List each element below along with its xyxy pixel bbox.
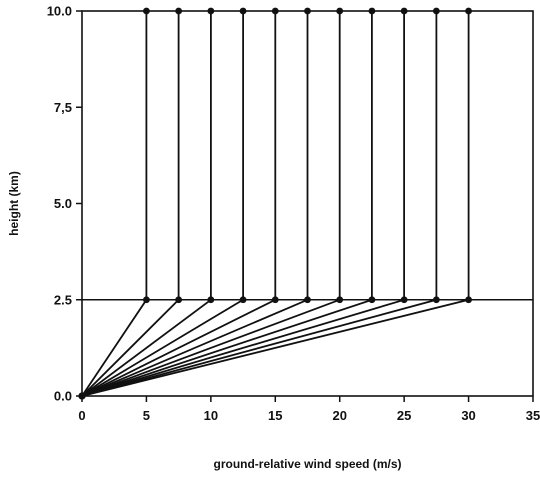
series-line-1 [81, 11, 148, 397]
data-point [239, 296, 247, 304]
series-line-2 [81, 11, 180, 397]
x-tick-label: 5 [143, 408, 150, 423]
data-point [304, 296, 311, 304]
data-point [143, 296, 150, 304]
y-axis-ticks: 0.0 2.5 5.0 7,5 10.0 [47, 4, 82, 404]
data-point [432, 296, 440, 304]
y-tick-label: 0.0 [54, 389, 72, 404]
data-point [400, 296, 408, 304]
y-tick-label: 7,5 [54, 100, 72, 115]
data-point [207, 296, 215, 304]
data-point [465, 296, 472, 304]
series-group [81, 11, 470, 397]
data-point [271, 296, 279, 304]
data-point [175, 296, 183, 304]
y-tick-label: 2.5 [54, 292, 72, 307]
x-tick-label: 35 [526, 408, 540, 423]
x-tick-label: 25 [397, 408, 411, 423]
series-line-10 [81, 11, 438, 397]
markers-group [78, 7, 472, 400]
x-tick-label: 10 [204, 408, 218, 423]
x-tick-label: 20 [332, 408, 346, 423]
x-axis-label: ground-relative wind speed (m/s) [213, 457, 401, 471]
data-point [336, 296, 344, 304]
y-tick-label: 5.0 [54, 196, 72, 211]
series-line-8 [81, 11, 373, 397]
y-tick-label: 10.0 [47, 4, 72, 19]
x-tick-label: 30 [461, 408, 475, 423]
x-tick-label: 0 [78, 408, 85, 423]
y-axis-label: height (km) [7, 171, 21, 236]
x-axis-ticks: 0 5 10 15 20 25 30 35 [78, 396, 540, 423]
x-tick-label: 15 [268, 408, 282, 423]
data-point [368, 296, 376, 304]
